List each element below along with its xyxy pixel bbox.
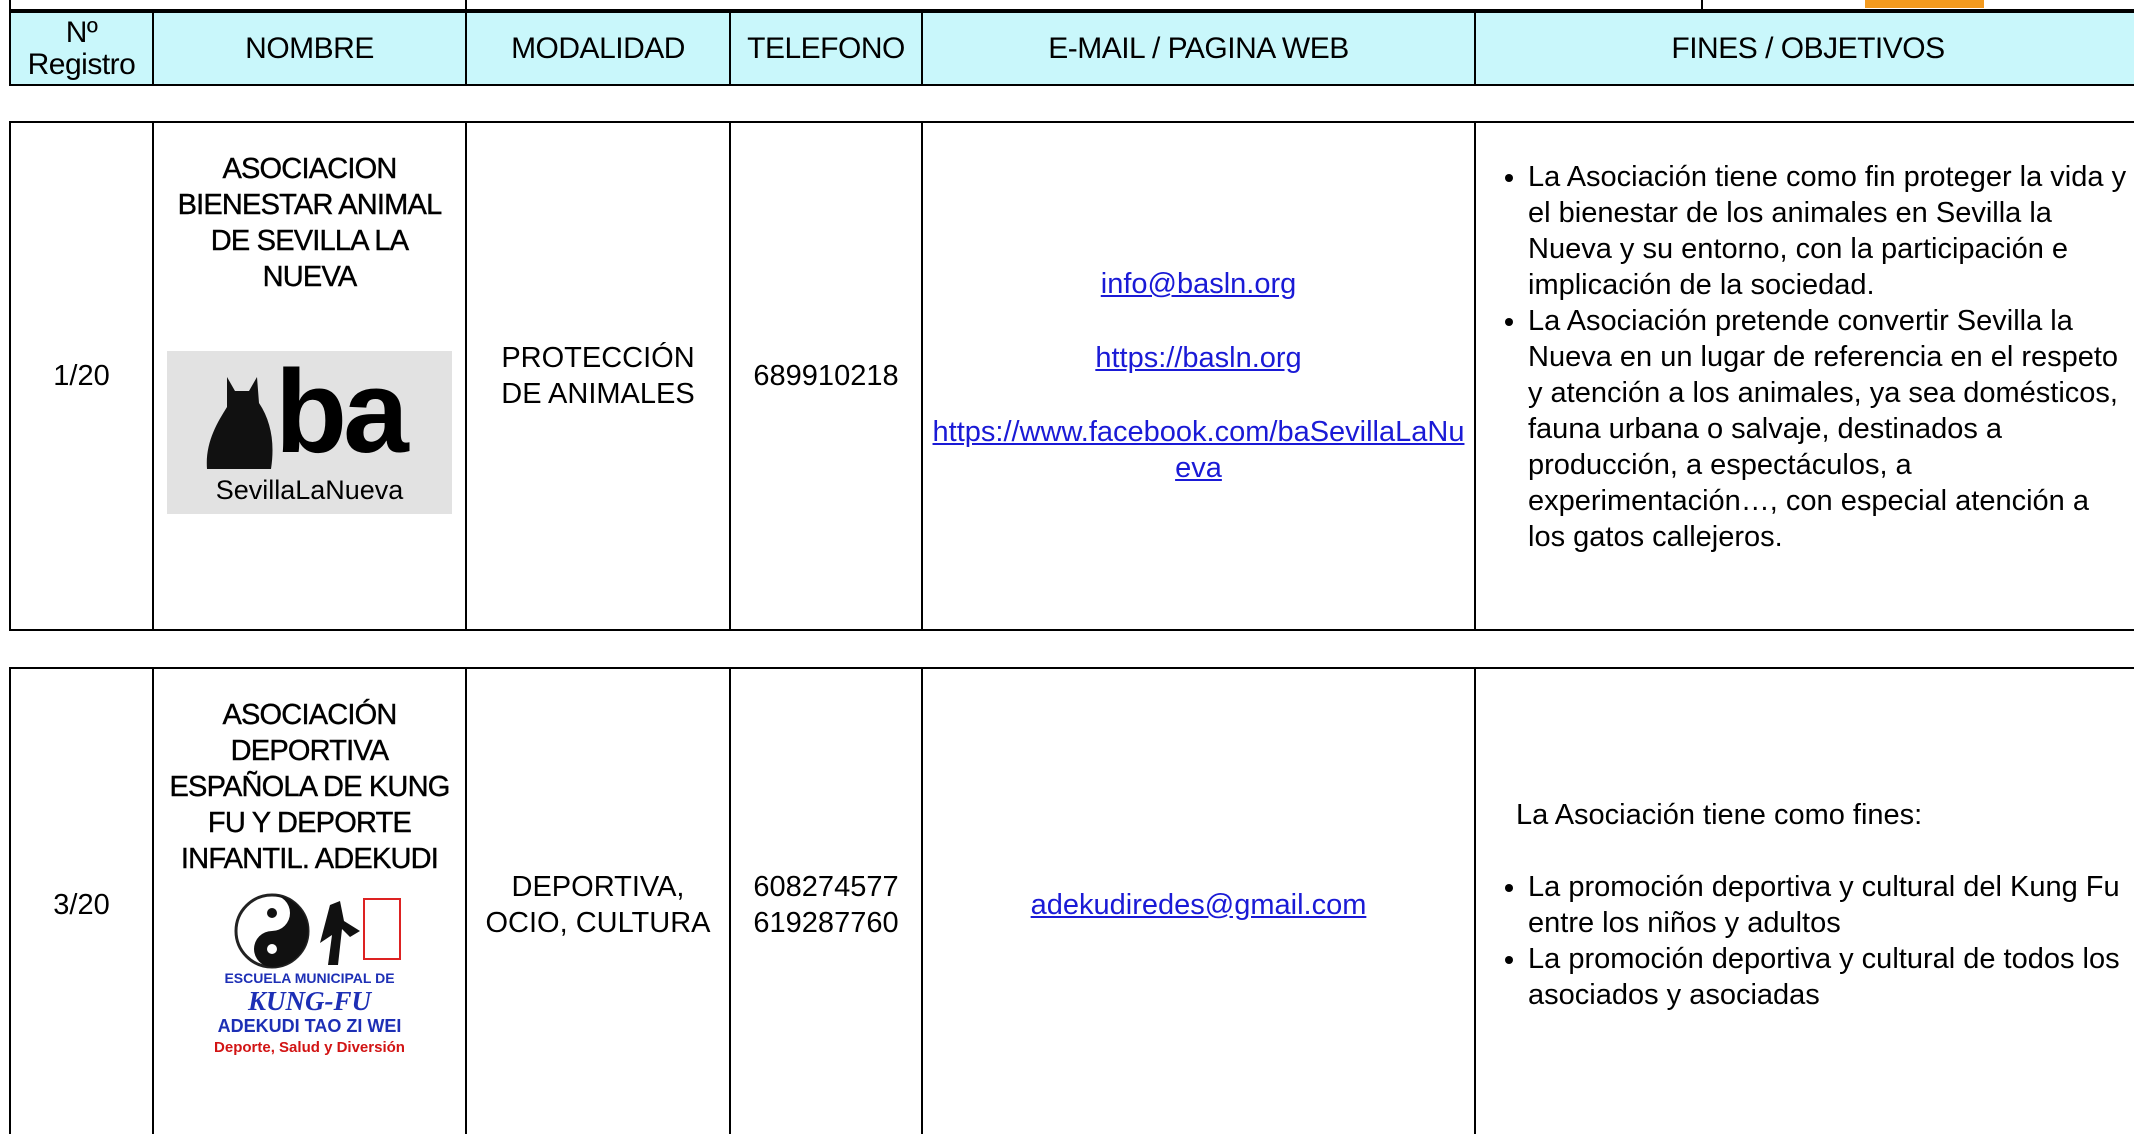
contacto-cell: info@basln.org https://basln.org https://w… bbox=[921, 121, 1476, 631]
nombre: ASOCIACION BIENESTAR ANIMAL DE SEVILLA L… bbox=[177, 153, 442, 293]
logo-caption: SevillaLaNueva bbox=[215, 475, 404, 505]
fines-intro: La Asociación tiene como fines: bbox=[1516, 798, 1923, 831]
fines-list: La Asociación tiene como fin proteger la… bbox=[1504, 159, 2132, 555]
fines-item: La promoción deportiva y cultural del Ku… bbox=[1528, 869, 2132, 941]
logo: ESCUELA MUNICIPAL DE KUNG-FU ADEKUDI TAO Z… bbox=[190, 891, 430, 1059]
contact-link[interactable]: https://basln.org bbox=[1095, 342, 1302, 374]
modalidad-cell: DEPORTIVA, OCIO, CULTURA bbox=[465, 667, 731, 1134]
top-rule bbox=[9, 0, 2134, 11]
fines-cell: La Asociación tiene como fines: La promoc… bbox=[1474, 667, 2134, 1134]
header-label: NOMBRE bbox=[245, 31, 374, 65]
header-cell: MODALIDAD bbox=[465, 11, 731, 86]
top-divider bbox=[9, 0, 11, 11]
contact-link[interactable]: https://www.facebook.com/baSevillaLaNuev… bbox=[932, 416, 1465, 484]
logo: ba SevillaLaNueva bbox=[167, 351, 452, 514]
logo-text: ADEKUDI TAO ZI WEI bbox=[217, 1016, 402, 1036]
telefono: 689910218 bbox=[753, 360, 899, 392]
registro: 1/20 bbox=[53, 360, 110, 392]
header-cell: NOMBRE bbox=[152, 11, 467, 86]
logo-mark: ba bbox=[275, 346, 409, 478]
telefono: 619287760 bbox=[753, 906, 899, 939]
fines-item: La Asociación tiene como fin proteger la… bbox=[1528, 159, 2132, 303]
fines-cell: La Asociación tiene como fin proteger la… bbox=[1474, 121, 2134, 631]
modalidad: PROTECCIÓN DE ANIMALES bbox=[501, 342, 695, 410]
logo-text: Deporte, Salud y Diversión bbox=[214, 1039, 405, 1056]
telefono: 608274577 bbox=[753, 870, 899, 903]
cat-icon bbox=[206, 377, 273, 469]
modalidad: DEPORTIVA, OCIO, CULTURA bbox=[485, 870, 711, 939]
header-cell: Nº Registro bbox=[9, 11, 154, 86]
orange-block bbox=[1865, 0, 1984, 8]
contact-link[interactable]: adekudiredes@gmail.com bbox=[1030, 888, 1367, 921]
fines-item: La promoción deportiva y cultural de tod… bbox=[1528, 941, 2132, 1013]
registro-cell: 1/20 bbox=[9, 121, 154, 631]
header-label: FINES / OBJETIVOS bbox=[1671, 31, 1945, 65]
fines-item: La Asociación pretende convertir Sevilla… bbox=[1528, 303, 2132, 555]
header-label: E-MAIL / PAGINA WEB bbox=[1048, 31, 1349, 65]
fighter bbox=[319, 901, 360, 965]
logo-text: ESCUELA MUNICIPAL DE bbox=[224, 970, 395, 986]
contact-link[interactable]: info@basln.org bbox=[1100, 268, 1297, 300]
header-label: Nº Registro bbox=[27, 15, 136, 81]
registro: 3/20 bbox=[53, 888, 110, 921]
header-cell: TELEFONO bbox=[729, 11, 923, 86]
fines-list: La promoción deportiva y cultural del Ku… bbox=[1504, 869, 2132, 1013]
header-cell: FINES / OBJETIVOS bbox=[1474, 11, 2134, 86]
nombre: ASOCIACIÓN DEPORTIVA ESPAÑOLA DE KUNG FU… bbox=[169, 699, 450, 875]
telefono-cell: 689910218 bbox=[729, 121, 923, 631]
telefono-cell: 608274577 619287760 bbox=[729, 667, 923, 1134]
top-divider bbox=[465, 0, 467, 11]
nombre-cell: ASOCIACION BIENESTAR ANIMAL DE SEVILLA L… bbox=[152, 121, 467, 631]
modalidad-cell: PROTECCIÓN DE ANIMALES bbox=[465, 121, 731, 631]
header-label: MODALIDAD bbox=[511, 31, 685, 65]
top-divider bbox=[1701, 0, 1703, 11]
nombre-cell: ASOCIACIÓN DEPORTIVA ESPAÑOLA DE KUNG FU… bbox=[152, 667, 467, 1134]
header-cell: E-MAIL / PAGINA WEB bbox=[921, 11, 1476, 86]
logo-text: KUNG-FU bbox=[247, 986, 371, 1016]
header-label: TELEFONO bbox=[747, 31, 905, 65]
contacto-cell: adekudiredes@gmail.com bbox=[921, 667, 1476, 1134]
registro-cell: 3/20 bbox=[9, 667, 154, 1134]
